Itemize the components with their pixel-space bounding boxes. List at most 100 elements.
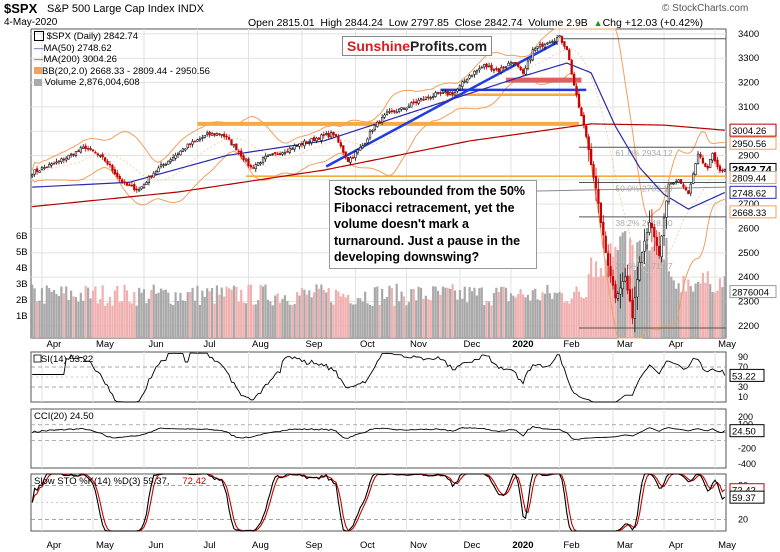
candle-body <box>176 153 180 156</box>
symbol-text: $SPX <box>4 1 38 16</box>
candle-body <box>142 183 146 189</box>
x-tick-label: Apr <box>47 339 62 350</box>
volume-bar <box>582 298 585 338</box>
candle-body <box>461 81 464 87</box>
candle-body <box>159 164 163 168</box>
volume-bar <box>590 257 593 338</box>
volume-bar <box>339 296 342 338</box>
candle-body <box>531 49 534 61</box>
x-tick-label-bottom: May <box>96 540 114 551</box>
open-value: Open 2815.01 <box>248 17 315 29</box>
candle-body <box>79 147 82 153</box>
x-tick-label-bottom: Aug <box>252 540 269 551</box>
candle-body <box>99 154 102 157</box>
volume-bar <box>405 305 408 338</box>
volume-bar <box>305 294 308 338</box>
price-label: 2950.56 <box>732 139 766 150</box>
candle-body <box>193 140 197 143</box>
volume-bar <box>361 301 364 338</box>
candle-body <box>174 154 177 159</box>
volume-bar <box>133 291 136 338</box>
volume-bar <box>655 238 658 338</box>
candle-body <box>116 172 119 177</box>
candle-body <box>332 131 335 136</box>
y-tick-label: 3400 <box>738 29 759 40</box>
candle-body <box>179 150 182 156</box>
candle-body <box>113 169 116 175</box>
candle-body <box>534 48 537 51</box>
candle-body <box>366 138 369 144</box>
candle-body <box>602 221 605 236</box>
volume-bar <box>135 305 138 338</box>
volume-bar <box>62 293 65 338</box>
x-tick-label: Feb <box>563 339 579 350</box>
candle-body <box>276 153 279 156</box>
volume-bar <box>385 296 389 338</box>
y-tick-label: 3300 <box>738 53 759 64</box>
volume-bar <box>696 281 700 338</box>
candle-body <box>269 154 272 156</box>
candle-body <box>220 134 223 136</box>
candle-body <box>152 172 155 178</box>
candle-body <box>546 42 549 45</box>
volume-bar <box>468 287 471 338</box>
candle-body <box>232 144 236 147</box>
x-tick-label: Nov <box>410 339 427 350</box>
volume-bar <box>512 295 515 338</box>
cci-title: CCI(20) 24.50 <box>34 411 94 422</box>
cci-tick: -400 <box>738 459 756 469</box>
candle-body <box>259 162 262 165</box>
volume-bar <box>111 305 114 338</box>
volume-label: 2876004 <box>732 288 769 299</box>
volume-bar <box>701 273 705 338</box>
candle-body <box>281 152 284 155</box>
candle-body <box>624 276 627 282</box>
ma50-line <box>32 62 726 210</box>
candle-body <box>650 223 654 229</box>
candle-body <box>507 62 510 67</box>
volume-bar <box>38 300 41 338</box>
volume-bar <box>225 286 228 338</box>
volume-bar <box>57 296 61 338</box>
volume-bar <box>373 287 376 338</box>
price-label: 2748.62 <box>732 188 766 199</box>
volume-bar <box>390 288 393 338</box>
volume-bar <box>524 297 527 338</box>
volume-bar <box>679 292 683 338</box>
volume-bar <box>709 284 712 338</box>
volume-bar <box>463 286 466 338</box>
candle-body <box>670 182 673 185</box>
x-tick-label: May <box>96 339 114 350</box>
volume-bar <box>419 287 423 338</box>
candle-body <box>198 138 202 141</box>
volume-bar <box>344 297 347 338</box>
candle-body <box>645 232 649 241</box>
candle-body <box>371 130 374 132</box>
candle-body <box>436 91 440 94</box>
volume-bar <box>407 302 410 338</box>
candle-body <box>315 137 318 142</box>
x-tick-label-bottom: Feb <box>563 540 579 551</box>
candle-body <box>106 160 109 165</box>
candle-body <box>169 159 172 163</box>
cci-tick: -200 <box>738 443 756 453</box>
volume-bar <box>517 293 520 338</box>
candle-body <box>495 68 498 70</box>
candle-body <box>203 135 206 138</box>
candle-body <box>631 300 634 319</box>
chart-legend: $SPX (Daily) 2842.74 —MA(50) 2748.62 —MA… <box>34 31 210 89</box>
candle-body <box>240 150 243 157</box>
candle-body <box>257 162 260 166</box>
volume-bar <box>322 290 325 338</box>
volume-bar <box>594 261 598 338</box>
candle-body <box>164 163 168 166</box>
volume-bar <box>295 291 299 338</box>
volume-bar <box>276 293 279 338</box>
candle-body <box>577 94 581 108</box>
volume-bar <box>278 302 282 338</box>
candle-body <box>77 150 80 152</box>
candle-body <box>242 155 245 161</box>
volume-bar <box>35 301 39 338</box>
legend-swatch-ma200: — <box>34 54 44 65</box>
